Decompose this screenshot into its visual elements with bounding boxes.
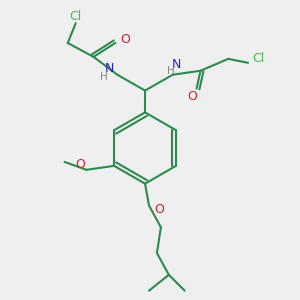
Text: H: H [100, 72, 107, 82]
Text: Cl: Cl [252, 52, 264, 65]
Text: O: O [120, 32, 130, 46]
Text: H: H [167, 66, 175, 76]
Text: O: O [188, 90, 197, 103]
Text: Cl: Cl [70, 10, 82, 23]
Text: N: N [105, 62, 114, 75]
Text: O: O [76, 158, 85, 171]
Text: O: O [154, 203, 164, 216]
Text: N: N [172, 58, 182, 71]
